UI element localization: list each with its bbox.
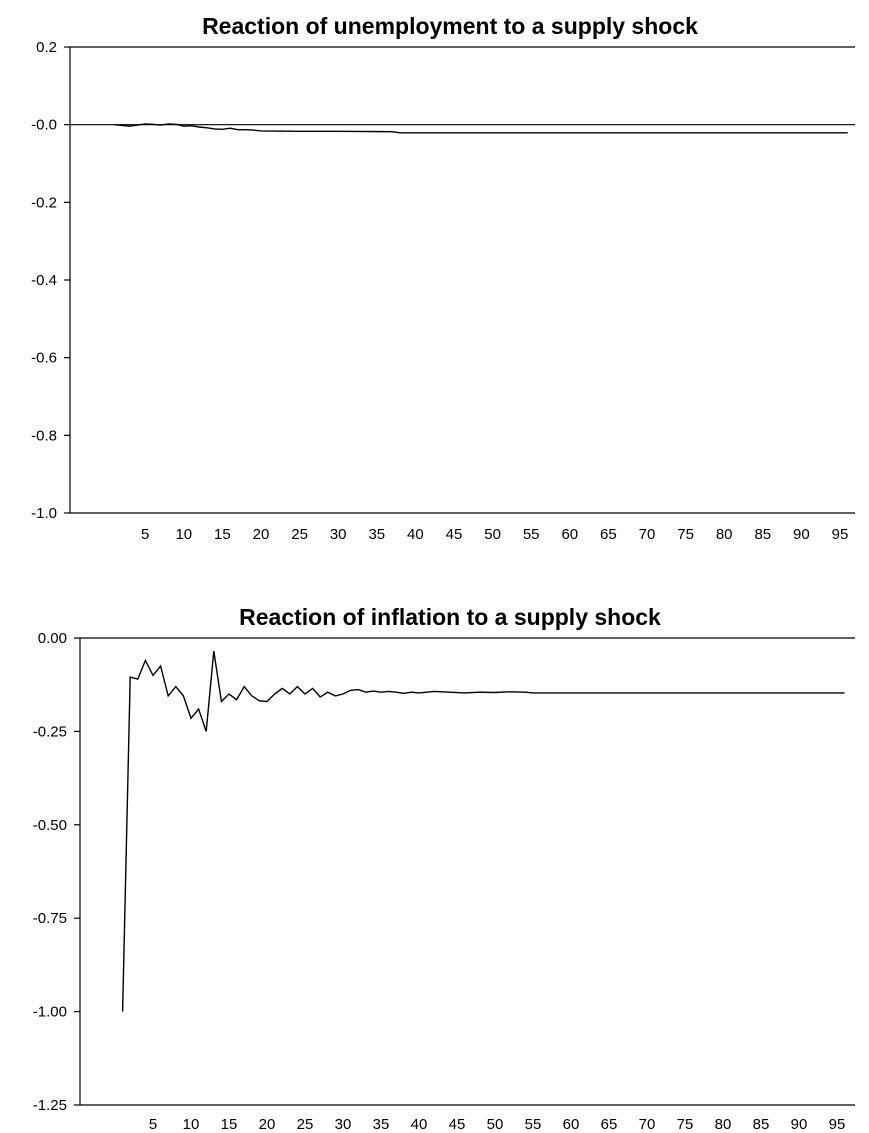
- x-tick-label: 70: [639, 1116, 656, 1133]
- x-tick-label: 65: [600, 526, 617, 543]
- y-tick-label: -0.6: [31, 350, 57, 367]
- y-tick-label: -0.0: [31, 117, 57, 134]
- x-tick-label: 95: [832, 526, 849, 543]
- x-tick-label: 90: [793, 526, 810, 543]
- x-tick-label: 85: [754, 526, 771, 543]
- y-tick-label: -0.8: [31, 427, 57, 444]
- y-tick-label: -1.0: [31, 505, 57, 522]
- x-tick-label: 45: [449, 1116, 466, 1133]
- x-tick-label: 50: [484, 526, 501, 543]
- inflation-panel: Reaction of inflation to a supply shock …: [33, 604, 855, 1133]
- x-tick-label: 75: [677, 1116, 694, 1133]
- x-tick-label: 20: [253, 526, 270, 543]
- series-line: [114, 123, 848, 134]
- y-tick-label: -0.75: [33, 910, 67, 927]
- series-line: [121, 650, 845, 1012]
- x-tick-label: 85: [753, 1116, 770, 1133]
- x-tick-label: 55: [525, 1116, 542, 1133]
- axis-ticks: 0.00 -0.25 -0.50 -0.75 -1.00 -1.25 5 10 15 20 25 30…: [33, 630, 846, 1133]
- chart-title: Reaction of inflation to a supply shock: [239, 604, 661, 630]
- y-tick-label: 0.00: [38, 630, 67, 647]
- y-tick-label: 0.2: [36, 39, 57, 56]
- x-tick-label: 5: [149, 1116, 157, 1133]
- x-tick-label: 35: [373, 1116, 390, 1133]
- x-tick-label: 10: [183, 1116, 200, 1133]
- y-tick-label: -0.25: [33, 723, 67, 740]
- x-tick-label: 65: [601, 1116, 618, 1133]
- x-tick-label: 95: [829, 1116, 846, 1133]
- x-tick-label: 50: [487, 1116, 504, 1133]
- x-tick-label: 30: [335, 1116, 352, 1133]
- x-tick-label: 60: [561, 526, 578, 543]
- x-tick-label: 40: [407, 526, 424, 543]
- x-tick-label: 20: [259, 1116, 276, 1133]
- y-tick-label: -1.25: [33, 1097, 67, 1114]
- x-tick-label: 80: [716, 526, 733, 543]
- x-tick-label: 80: [715, 1116, 732, 1133]
- x-tick-label: 15: [221, 1116, 238, 1133]
- x-tick-label: 25: [297, 1116, 314, 1133]
- y-tick-label: -0.50: [33, 817, 67, 834]
- x-tick-label: 5: [141, 526, 149, 543]
- x-tick-label: 10: [175, 526, 192, 543]
- x-tick-label: 30: [330, 526, 347, 543]
- x-tick-label: 75: [677, 526, 694, 543]
- x-tick-label: 35: [368, 526, 385, 543]
- axis-ticks: 0.2 -0.0 -0.2 -0.4 -0.6 -0.8 -1.0 5 10 15 20 25 30 35…: [31, 39, 848, 543]
- x-tick-label: 55: [523, 526, 540, 543]
- x-tick-label: 25: [291, 526, 308, 543]
- x-tick-label: 60: [563, 1116, 580, 1133]
- x-tick-label: 40: [411, 1116, 428, 1133]
- y-tick-label: -1.00: [33, 1004, 67, 1021]
- x-tick-label: 90: [791, 1116, 808, 1133]
- x-tick-label: 45: [446, 526, 463, 543]
- chart-title: Reaction of unemployment to a supply sho…: [202, 13, 698, 39]
- x-tick-label: 70: [639, 526, 656, 543]
- unemployment-panel: Reaction of unemployment to a supply sho…: [31, 13, 855, 543]
- y-tick-label: -0.2: [31, 194, 57, 211]
- y-tick-label: -0.4: [31, 272, 57, 289]
- x-tick-label: 15: [214, 526, 231, 543]
